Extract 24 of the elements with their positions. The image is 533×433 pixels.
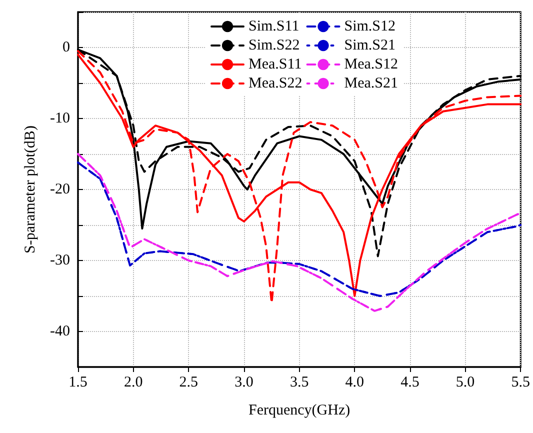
x-tick-label: 2.0: [124, 374, 143, 390]
x-tick-label: 4.0: [345, 374, 364, 390]
y-axis-title: S-parameter plot(dB): [22, 126, 38, 254]
x-tick-label: 5.0: [456, 374, 475, 390]
x-tick-label: 3.5: [290, 374, 309, 390]
legend-label: Mea.S11: [248, 56, 302, 72]
x-tick-label: 1.5: [68, 374, 88, 390]
legend-label: Mea.S21: [344, 76, 398, 92]
legend-label: Sim.S11: [248, 18, 300, 34]
x-axis-title: Ferquency(GHz): [248, 402, 350, 418]
y-tick-label: 0: [62, 40, 70, 56]
y-tick-label: -40: [50, 324, 70, 340]
x-tick-label: 5.5: [511, 374, 530, 390]
legend-label: Sim.S21: [344, 38, 396, 54]
y-tick-label: -20: [50, 182, 70, 198]
legend-label: Sim.S22: [248, 38, 300, 54]
legend-label: Mea.S12: [344, 56, 398, 72]
y-tick-label: -10: [50, 110, 70, 126]
y-tick-label: -30: [50, 252, 70, 268]
x-tick-label: 2.5: [179, 374, 198, 390]
x-tick-label: 4.5: [400, 374, 420, 390]
legend-label: Mea.S22: [248, 76, 302, 92]
legend-label: Sim.S12: [344, 18, 396, 34]
x-tick-label: 3.0: [234, 374, 254, 390]
